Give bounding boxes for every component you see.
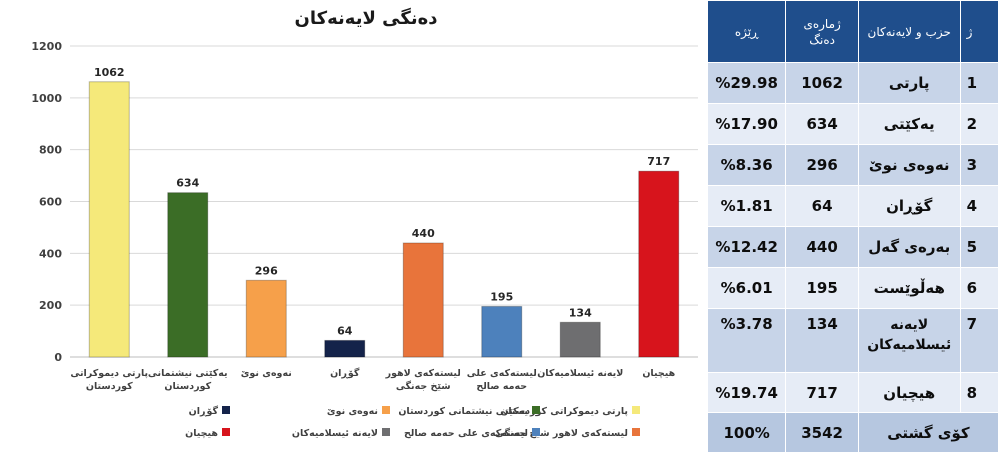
cell-index: 5 [959,226,1000,268]
legend-label: پارتی دیموکراتی کوردستان [500,406,628,417]
table-row: %19.74 717 هیچیان 8 [706,372,1000,413]
results-table: ڕێژە ژمارەی دەنگ حزب و لایەنەکان ژ %29.9… [706,0,1000,455]
table-row: %3.78 134 لایەنە ئیسلامیەکان 7 [706,308,1000,373]
legend-label: هیچیان [185,428,218,439]
legend-swatch [222,428,230,436]
header-party: حزب و لایەنەکان [857,0,961,63]
x-tick-label: گۆڕان [330,367,360,379]
y-tick-label: 0 [54,351,62,364]
legend-swatch [632,406,640,414]
votes-bar-chart: دەنگی لایەنەکان 0 200 400 600 800 1000 1200 10… [31,7,698,439]
legend-label: لیستەکەی لاهور شێخ جەنگی [495,427,628,439]
x-tick-label: یەکێتی نیشتمانی کوردستان [148,368,228,392]
cell-party: گۆڕان [857,185,961,227]
header-percent: ڕێژە [706,0,787,63]
cell-votes: 717 [785,372,859,413]
table-total-row: 100% 3542 کۆی گشتی [706,412,1000,453]
cell-votes: 440 [785,226,859,268]
legend-label: لایەنە ئیسلامیەکان [292,428,378,439]
cell-party: لایەنە ئیسلامیەکان [857,308,961,373]
x-tick-label: لیستەکەی علی حەمە صالح [467,368,537,392]
cell-index: 6 [959,267,1000,309]
cell-votes: 64 [785,185,859,227]
cell-percent: %29.98 [706,62,787,104]
y-tick-label: 600 [39,196,62,209]
x-tick-label: لایەنە ئیسلامیەکان [537,368,623,379]
cell-index: 2 [959,103,1000,145]
cell-party: بەرەی گەل [857,226,961,268]
cell-index: 4 [959,185,1000,227]
x-tick-label: نەوەی نوێ [241,368,292,379]
cell-index: 8 [959,372,1000,413]
header-index: ژ [959,0,1000,63]
header-votes: ژمارەی دەنگ [785,0,859,63]
table-row: %6.01 195 هەڵوێست 6 [706,267,1000,309]
legend-label: لیستەکەی علی حەمە صالح [404,428,528,439]
chart-title: دەنگی لایەنەکان [295,7,438,29]
data-label: 296 [255,264,278,277]
bar [167,192,209,358]
cell-percent: %1.81 [706,185,787,227]
legend-label: نەوەی نوێ [327,406,378,417]
cell-index: 3 [959,144,1000,186]
legend-swatch [532,428,540,436]
table-row: %1.81 64 گۆڕان 4 [706,185,1000,227]
bar [88,81,130,358]
data-label: 195 [490,290,513,303]
bar [402,242,444,358]
cell-percent: %8.36 [706,144,787,186]
bar [559,321,601,358]
bar [481,305,523,358]
cell-votes: 1062 [785,62,859,104]
total-votes: 3542 [785,412,859,453]
cell-percent: %3.78 [706,308,787,373]
legend-swatch [382,406,390,414]
cell-party: نەوەی نوێ [857,144,961,186]
bar [324,339,366,358]
cell-percent: %19.74 [706,372,787,413]
x-tick-label: هیچیان [642,368,675,379]
data-label: 440 [412,227,435,240]
cell-votes: 634 [785,103,859,145]
cell-percent: %6.01 [706,267,787,309]
cell-index: 1 [959,62,1000,104]
bar [638,170,680,358]
table-row: %29.98 1062 پارتی 1 [706,62,1000,104]
bar [245,279,287,358]
y-tick-label: 1000 [31,92,62,105]
data-label: 634 [176,177,199,190]
total-label: کۆی گشتی [857,412,1000,453]
legend-swatch [532,406,540,414]
legend-swatch [222,406,230,414]
cell-percent: %12.42 [706,226,787,268]
cell-votes: 296 [785,144,859,186]
legend-label: گۆڕان [189,405,219,417]
cell-party: پارتی [857,62,961,104]
data-label: 717 [647,155,670,168]
data-label: 134 [569,306,592,319]
cell-percent: %17.90 [706,103,787,145]
y-tick-label: 1200 [31,40,62,53]
legend-swatch [632,428,640,436]
y-tick-label: 400 [39,247,62,260]
data-label: 64 [337,324,353,337]
table-row: %12.42 440 بەرەی گەل 5 [706,226,1000,268]
legend-label: یەکێتی نیشتمانی کوردستان [398,406,528,417]
legend-swatch [382,428,390,436]
total-percent: 100% [706,412,787,453]
y-tick-label: 200 [39,299,62,312]
cell-index: 7 [959,308,1000,373]
cell-party: هیچیان [857,372,961,413]
table-row: %17.90 634 یەکێتی 2 [706,103,1000,145]
cell-votes: 195 [785,267,859,309]
cell-votes: 134 [785,308,859,373]
cell-party: هەڵوێست [857,267,961,309]
x-tick-label: لیستەکەی لاهور شێخ جەنگی [385,368,461,392]
x-tick-label: پارتی دیموکراتی کوردستان [70,368,148,392]
table-row: %8.36 296 نەوەی نوێ 3 [706,144,1000,186]
data-label: 1062 [94,66,125,79]
cell-party: یەکێتی [857,103,961,145]
y-tick-label: 800 [39,144,62,157]
table-header-row: ڕێژە ژمارەی دەنگ حزب و لایەنەکان ژ [706,0,1000,63]
